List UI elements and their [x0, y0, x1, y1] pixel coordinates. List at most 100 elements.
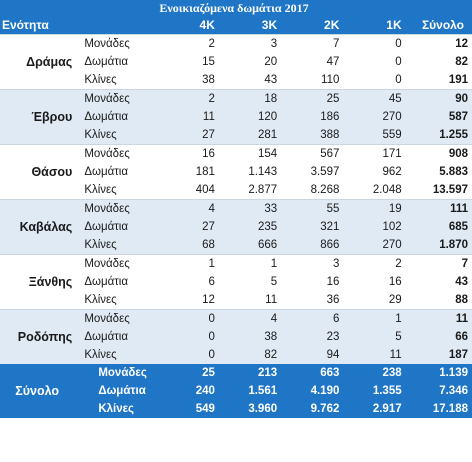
cell-3k: 1.143 — [248, 165, 278, 178]
table-row: Σύνολο Μονάδες 25 213 663 238 1.139 — [0, 364, 472, 418]
header-unit: Ενότητα — [0, 17, 81, 35]
table-row: Κλίνες 404 2.877 8.268 2.048 13.597 — [0, 181, 472, 200]
table-row: Δωμάτια 6 5 16 16 43 — [0, 273, 472, 291]
cell-total: 685 — [409, 218, 472, 236]
cell-3k: 43 — [264, 73, 278, 86]
cell-2k: 47 — [326, 55, 340, 68]
cell-2k: 9.762 — [285, 400, 348, 418]
cell-2k: 8.268 — [310, 183, 340, 196]
category-label: Δωμάτια — [80, 328, 161, 346]
category-label: Μονάδες — [80, 34, 161, 53]
cell-1k: 238 — [347, 364, 410, 382]
cell-2k: 94 — [285, 346, 348, 364]
cell-1k: 270 — [347, 236, 410, 255]
table-row: Κλίνες 0 82 94 11 187 — [0, 346, 472, 364]
category-label: Μονάδες — [80, 309, 161, 328]
cell-1k: 270 — [347, 108, 410, 126]
cell-3k: 33 — [222, 199, 286, 218]
unit-name: Σύνολο — [0, 364, 81, 418]
unit-name: Ξάνθης — [0, 254, 81, 310]
cell-2k: 567 — [285, 144, 348, 163]
table-row: Δωμάτια 15 20 47 0 82 — [0, 53, 472, 71]
cell-4k: 27 — [160, 126, 223, 145]
cell-1k: 0 — [395, 55, 402, 68]
category-label: Κλίνες — [84, 183, 117, 196]
cell-3k: 666 — [222, 236, 286, 255]
cell-4k: 6 — [208, 275, 215, 288]
cell-3k: 11 — [265, 293, 278, 306]
cell-2k: 55 — [285, 199, 348, 218]
cell-4k: 549 — [160, 400, 223, 418]
cell-2k: 3 — [285, 254, 348, 273]
cell-2k: 16 — [326, 275, 340, 288]
cell-2k: 7 — [285, 34, 348, 53]
cell-total: 12 — [409, 34, 472, 53]
category-label: Κλίνες — [80, 236, 161, 255]
cell-2k: 186 — [285, 108, 348, 126]
cell-3k: 120 — [222, 108, 286, 126]
cell-4k: 25 — [160, 364, 223, 382]
cell-1k: 962 — [382, 165, 402, 178]
cell-total: 1.870 — [409, 236, 472, 255]
cell-4k: 16 — [160, 144, 223, 163]
cell-4k: 0 — [160, 328, 223, 346]
header-category — [80, 17, 161, 35]
cell-4k: 12 — [202, 293, 215, 306]
cell-1k: 29 — [388, 293, 402, 306]
cell-total: 7.346 — [409, 382, 472, 400]
cell-total: 191 — [448, 73, 468, 86]
category-label: Δωμάτια — [84, 55, 128, 68]
cell-1k: 11 — [347, 346, 410, 364]
category-label: Μονάδες — [80, 144, 161, 163]
cell-1k: 16 — [388, 275, 402, 288]
table-title: Ενοικιαζόμενα δωμάτια 2017 — [0, 0, 472, 17]
cell-total: 17.188 — [409, 400, 472, 418]
cell-1k: 5 — [347, 328, 410, 346]
cell-2k: 321 — [285, 218, 348, 236]
cell-1k: 2 — [347, 254, 410, 273]
cell-3k: 1.561 — [222, 382, 286, 400]
header-3k: 3K — [222, 17, 286, 35]
table-row: Δωμάτια 240 1.561 4.190 1.355 7.346 — [0, 382, 472, 400]
cell-total: 82 — [455, 55, 468, 68]
unit-name: Δράμας — [0, 34, 81, 90]
cell-total: 66 — [409, 328, 472, 346]
cell-1k: 559 — [347, 126, 410, 145]
cell-1k: 0 — [395, 73, 402, 86]
header-row: Ενότητα 4K 3K 2K 1K Σύνολο — [0, 17, 472, 35]
table-row: Έβρου Μονάδες 2 18 25 45 90 — [0, 89, 472, 145]
cell-total: 7 — [409, 254, 472, 273]
cell-total: 587 — [409, 108, 472, 126]
cell-1k: 171 — [347, 144, 410, 163]
cell-3k: 20 — [264, 55, 278, 68]
cell-3k: 281 — [222, 126, 286, 145]
cell-1k: 45 — [347, 89, 410, 108]
cell-4k: 4 — [160, 199, 223, 218]
cell-4k: 2 — [160, 89, 223, 108]
cell-total: 88 — [455, 293, 468, 306]
cell-total: 13.597 — [432, 183, 468, 196]
category-label: Δωμάτια — [84, 165, 128, 178]
cell-total: 1.139 — [409, 364, 472, 382]
table-row: Κλίνες 27 281 388 559 1.255 — [0, 126, 472, 145]
cell-3k: 154 — [222, 144, 286, 163]
category-label: Δωμάτια — [80, 108, 161, 126]
cell-3k: 4 — [222, 309, 286, 328]
table-row: Δωμάτια 181 1.143 3.597 962 5.883 — [0, 163, 472, 181]
cell-total: 5.883 — [439, 165, 468, 178]
cell-4k: 404 — [195, 183, 215, 196]
cell-total: 90 — [409, 89, 472, 108]
table-row: Κλίνες 12 11 36 29 88 — [0, 291, 472, 310]
cell-4k: 1 — [160, 254, 223, 273]
cell-4k: 68 — [160, 236, 223, 255]
cell-2k: 110 — [321, 73, 340, 86]
category-label: Δωμάτια — [80, 218, 161, 236]
table-row: Ροδόπης Μονάδες 0 4 6 1 11 — [0, 309, 472, 364]
cell-1k: 2.048 — [372, 183, 402, 196]
category-label: Μονάδες — [80, 364, 161, 382]
category-label: Κλίνες — [80, 346, 161, 364]
table-row: Δωμάτια 0 38 23 5 66 — [0, 328, 472, 346]
cell-1k: 1 — [347, 309, 410, 328]
cell-1k: 0 — [347, 34, 410, 53]
cell-4k: 2 — [160, 34, 223, 53]
